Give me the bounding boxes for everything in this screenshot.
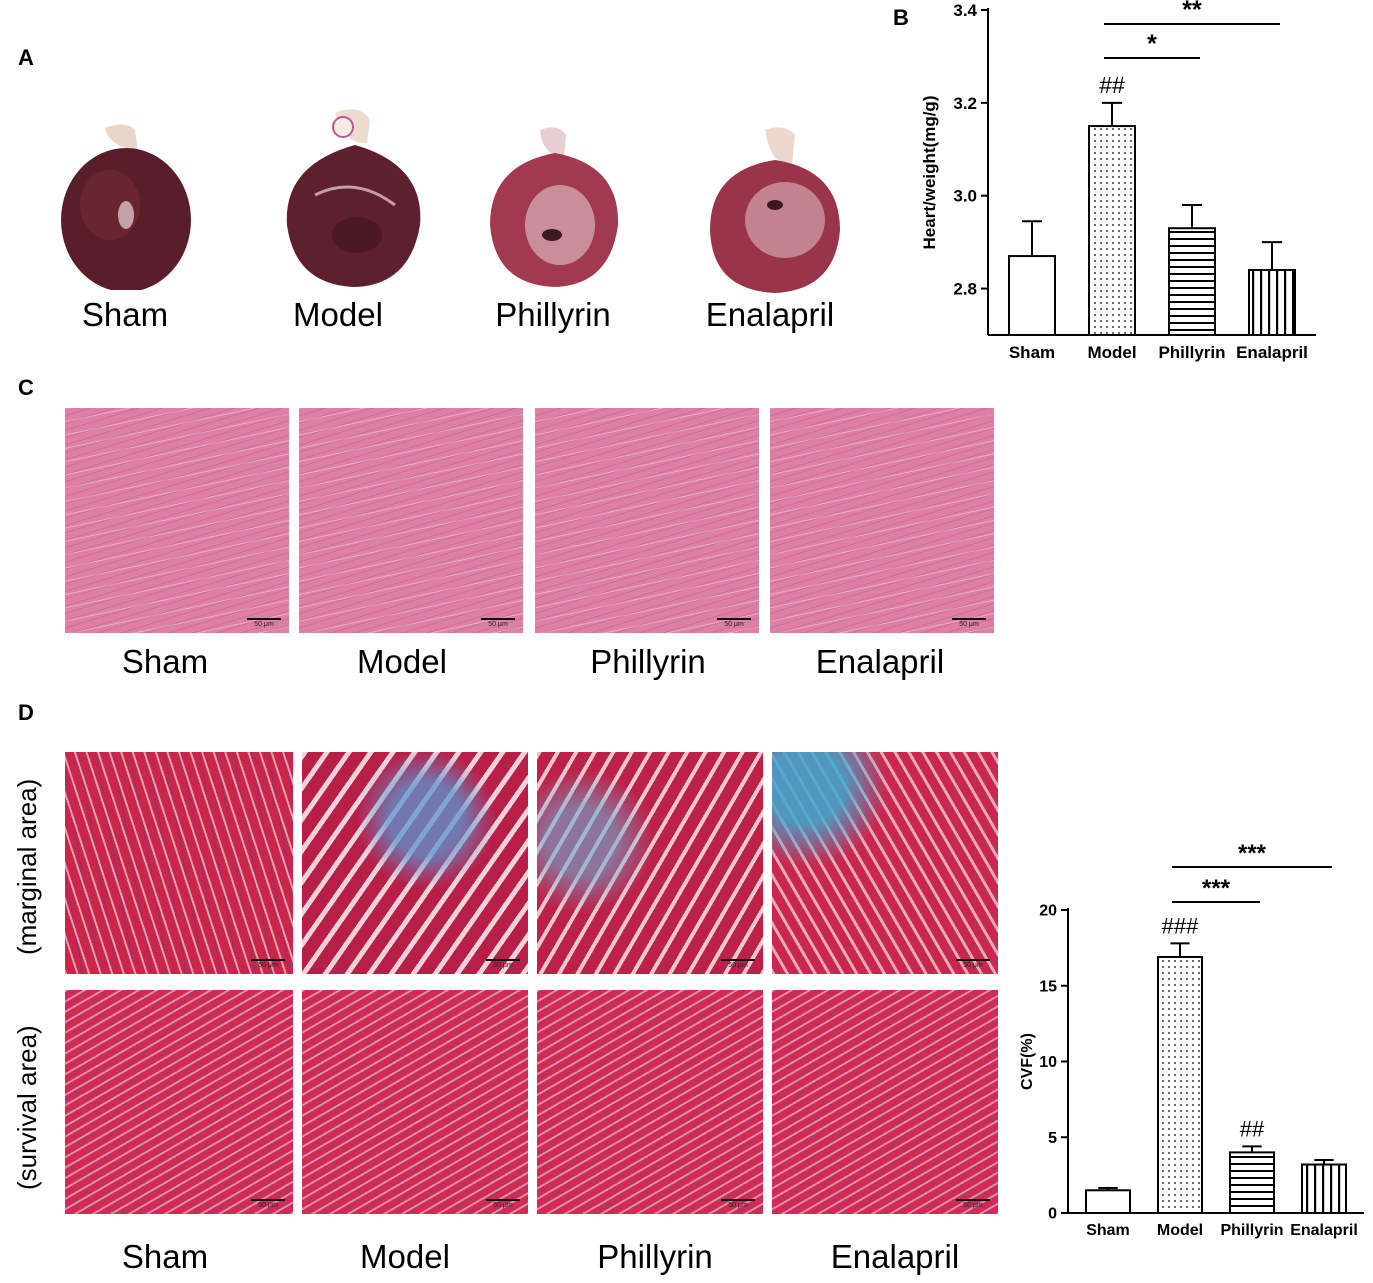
panel-c-label-phillyrin: Phillyrin [590,643,706,680]
he-image-model: 50 μm [299,408,523,633]
x-tick-label: Phillyrin [1220,1222,1283,1239]
scale-bar: 50 μm [251,959,285,969]
bar [1248,269,1296,336]
masson-survival-enalapril: 50 μm [772,990,998,1214]
x-tick-label: Model [1087,343,1136,362]
panel-c-label-model: Model [357,643,447,680]
panel-d-label-phillyrin: Phillyrin [597,1238,713,1275]
bar [1008,255,1056,337]
panel-a-label-sham: Sham [81,296,169,333]
masson-marginal-phillyrin: 50 μm [537,752,763,974]
panel-d-label-sham: Sham [121,1238,209,1275]
panel-a-label-phillyrin: Phillyrin [495,296,611,333]
masson-survival-model: 50 μm [302,990,528,1214]
row-label-survival: (survival area) [12,1025,42,1190]
y-tick-label: 20 [1039,903,1057,920]
x-tick-label: Model [1157,1222,1203,1239]
scale-bar: 50 μm [481,618,515,628]
scale-bar: 50 μm [486,1199,520,1209]
panel-d-label-model: Model [360,1238,450,1275]
y-tick-label: 5 [1048,1130,1057,1147]
y-tick-label: 0 [1048,1206,1057,1223]
x-tick-label: Enalapril [1236,343,1308,362]
significance-mark: ## [1240,1116,1265,1141]
y-tick-label: 3.0 [953,187,977,206]
bar [1229,1151,1275,1214]
significance-label: *** [1238,840,1267,867]
masson-survival-phillyrin: 50 μm [537,990,763,1214]
scale-bar: 50 μm [717,618,751,628]
x-tick-label: Sham [1009,343,1055,362]
significance-label: ** [1182,0,1202,24]
significance-label: *** [1202,875,1231,902]
heart-photo-sham [61,124,191,290]
significance-mark: ## [1099,72,1125,98]
scale-bar: 50 μm [247,618,281,628]
bar [1168,227,1216,336]
scale-bar: 50 μm [952,618,986,628]
panel-c-letter: C [18,375,34,400]
significance-mark: ### [1162,913,1199,938]
y-tick-label: 2.8 [953,280,977,299]
panel-d-label-enalapril: Enalapril [830,1238,960,1275]
scale-bar: 50 μm [956,959,990,969]
panel-c-label-enalapril: Enalapril [815,643,945,680]
significance-label: * [1147,30,1157,58]
bar [1088,125,1136,336]
panel-d-letter: D [18,700,34,725]
he-image-sham: 50 μm [65,408,289,633]
scale-bar: 50 μm [251,1199,285,1209]
x-tick-label: Sham [1086,1222,1130,1239]
y-axis-label: CVF(%) [1019,1033,1036,1090]
heart-photo-phillyrin [490,127,619,287]
masson-marginal-model: 50 μm [302,752,528,974]
cvf-chart: 0 5 10 15 20 CVF(%) Sham Model Phillyrin Enalapri… [1019,840,1364,1239]
bar [1301,1163,1347,1214]
scale-bar: 50 μm [721,1199,755,1209]
he-image-phillyrin: 50 μm [535,408,759,633]
panel-c-label-sham: Sham [121,643,209,680]
scale-bar: 50 μm [721,959,755,969]
heart-photo-enalapril [710,127,840,293]
heart-weight-chart: 2.8 3.0 3.2 3.4 Heart/weight(mg/g) Sham Model P… [920,0,1316,362]
bar [1085,1189,1131,1214]
y-tick-label: 10 [1039,1054,1057,1071]
he-image-enalapril: 50 μm [770,408,994,633]
y-tick-label: 15 [1039,978,1057,995]
row-label-marginal: (marginal area) [12,778,42,955]
y-tick-label: 3.4 [953,1,977,20]
heart-photo-model [286,109,421,287]
y-tick-label: 3.2 [953,94,977,113]
panel-a-letter: A [18,45,34,70]
scale-bar: 50 μm [486,959,520,969]
panel-b-letter: B [893,5,909,30]
bar [1157,955,1203,1214]
scale-bar: 50 μm [956,1199,990,1209]
panel-a-label-enalapril: Enalapril [705,296,835,333]
x-tick-label: Phillyrin [1158,343,1225,362]
masson-survival-sham: 50 μm [65,990,293,1214]
masson-marginal-sham: 50 μm [65,752,293,974]
panel-a-label-model: Model [293,296,383,333]
y-axis-label: Heart/weight(mg/g) [920,96,939,250]
x-tick-label: Enalapril [1290,1222,1358,1239]
masson-marginal-enalapril: 50 μm [772,752,998,974]
